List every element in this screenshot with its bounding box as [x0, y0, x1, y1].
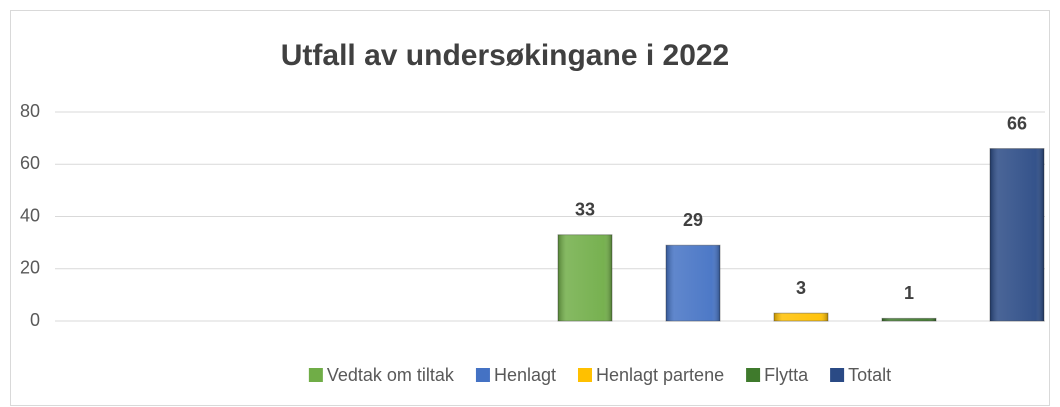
legend: Vedtak om tiltak Henlagt Henlagt partene Fl…: [308, 365, 891, 385]
legend-label: Vedtak om tiltak: [327, 365, 455, 385]
y-tick-label: 20: [20, 258, 40, 278]
data-label: 3: [796, 278, 806, 298]
bar: [773, 312, 829, 322]
data-label: 1: [904, 283, 914, 303]
bar: [989, 148, 1045, 322]
bar: [665, 244, 721, 322]
legend-label: Henlagt: [494, 365, 556, 385]
legend-swatch: [577, 368, 592, 382]
y-tick-label: 40: [20, 205, 40, 225]
legend-swatch: [746, 368, 761, 382]
y-tick-label: 60: [20, 153, 40, 173]
data-label: 29: [683, 210, 703, 230]
y-tick-label: 0: [30, 310, 40, 330]
data-label: 33: [575, 200, 595, 220]
bar: [557, 234, 613, 322]
bar: [881, 317, 937, 322]
y-tick-label: 80: [20, 101, 40, 121]
legend-swatch: [308, 368, 323, 382]
legend-swatch: [475, 368, 490, 382]
legend-swatch: [830, 368, 845, 382]
chart-frame: [10, 10, 1050, 406]
legend-label: Flytta: [764, 365, 809, 385]
legend-label: Totalt: [848, 365, 891, 385]
data-label: 66: [1007, 113, 1027, 133]
chart-title: Utfall av undersøkingane i 2022: [281, 39, 730, 72]
legend-label: Henlagt partene: [596, 365, 724, 385]
